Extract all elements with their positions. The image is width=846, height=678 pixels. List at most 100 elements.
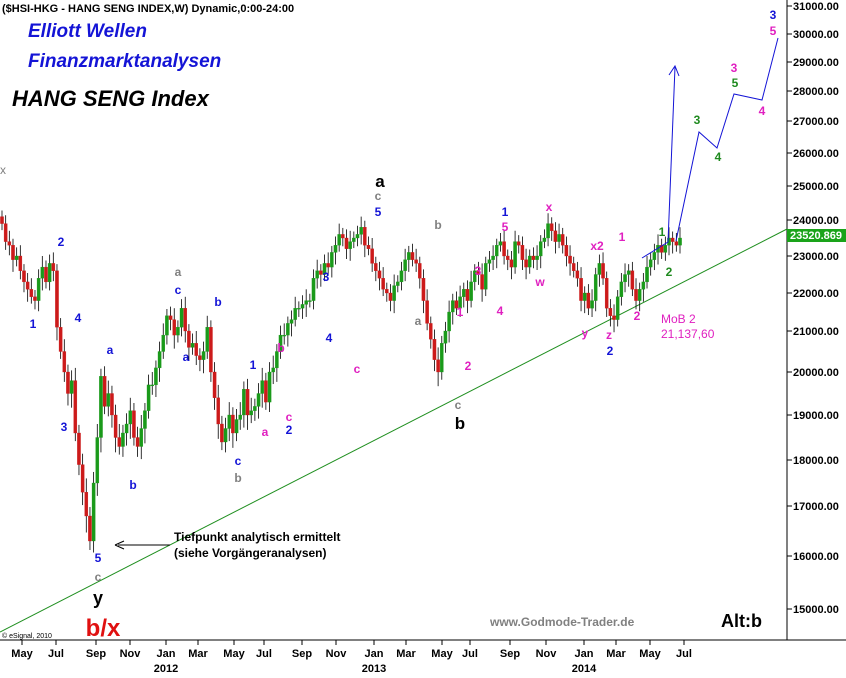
wave-label-a: a xyxy=(107,343,114,357)
candle-body xyxy=(286,323,290,336)
candle-body xyxy=(674,241,679,246)
x-tick-label: Jul xyxy=(256,648,272,660)
candle-body xyxy=(535,255,539,260)
candle-body xyxy=(304,300,308,305)
x-tick-label: Jan xyxy=(157,648,176,660)
x-tick-label: Jul xyxy=(48,648,64,660)
candle-body xyxy=(143,410,147,429)
x-tick-label: Sep xyxy=(500,648,520,660)
candle-body xyxy=(234,419,239,434)
candle-body xyxy=(549,223,554,231)
candle-body xyxy=(579,278,583,301)
x-tick-label: Jan xyxy=(365,648,384,660)
alt-label: Alt:b xyxy=(721,611,762,631)
x-year-label: 2013 xyxy=(362,663,386,675)
candle-body xyxy=(333,245,338,253)
candle-body xyxy=(150,384,155,387)
wave-label-1: 1 xyxy=(659,225,666,239)
candle-body xyxy=(469,281,473,301)
projection-path-2 xyxy=(675,37,779,242)
projection-paths xyxy=(641,37,779,259)
candle-body xyxy=(187,330,191,348)
candle-body xyxy=(447,311,451,332)
candle-body xyxy=(604,278,609,309)
candle-body xyxy=(568,255,572,264)
candle-body xyxy=(289,319,294,324)
x-axis-ticks: May Jul Sep Nov Jan 2012 Mar May Jul Sep Nov Jan 201… xyxy=(11,640,692,675)
wave-label-x: x xyxy=(546,200,553,214)
candle-body xyxy=(480,274,484,290)
candle-body xyxy=(300,304,305,309)
candle-body xyxy=(146,384,151,411)
candle-body xyxy=(264,380,268,403)
wave-label-b: b xyxy=(434,218,441,232)
candle-body xyxy=(95,437,100,484)
candle-body xyxy=(154,367,158,386)
candle-body xyxy=(242,389,246,416)
candle-body xyxy=(667,237,671,246)
y-axis-ticks: 15000.00 16000.00 17000.00 18000.00 19000.00… xyxy=(787,1,839,616)
x-tick-label: Mar xyxy=(188,648,208,660)
candle-body xyxy=(80,464,85,493)
candle-body xyxy=(319,270,323,275)
candle-body xyxy=(47,263,52,283)
candle-body xyxy=(102,376,107,407)
candle-body xyxy=(641,281,646,290)
candle-body xyxy=(557,234,561,242)
candle-body xyxy=(341,234,345,239)
candle-body xyxy=(396,281,400,286)
candle-body xyxy=(432,339,437,360)
candle-body xyxy=(593,274,598,301)
candle-body xyxy=(209,327,213,373)
candle-body xyxy=(157,351,162,369)
candle-body xyxy=(190,343,195,348)
candle-body xyxy=(425,300,429,324)
x-tick-label: Jul xyxy=(462,648,478,660)
wave-label-x2: x2 xyxy=(590,239,604,253)
projection-path-1 xyxy=(641,66,676,259)
candle-body xyxy=(198,355,202,360)
wave-label-y: y xyxy=(582,326,589,340)
y-tick-label: 16000.00 xyxy=(793,551,839,563)
brand-line-1: Elliott Wellen xyxy=(28,21,147,42)
wave-label-b-x: b/x xyxy=(86,615,121,642)
x-tick-label: Nov xyxy=(536,648,558,660)
candle-body xyxy=(293,308,297,320)
candle-body xyxy=(330,252,334,268)
candle-body xyxy=(619,281,624,297)
candle-body xyxy=(615,296,620,320)
mob-note-1: MoB 2 xyxy=(661,312,696,326)
candle-body xyxy=(623,274,627,283)
candle-body xyxy=(612,315,616,320)
wave-label-3: 3 xyxy=(770,8,777,22)
wave-label-1: 1 xyxy=(502,205,509,219)
wave-label-c: c xyxy=(455,398,462,412)
wave-label-2: 2 xyxy=(286,423,293,437)
candle-body xyxy=(212,371,217,398)
candle-body xyxy=(322,263,327,275)
candle-body xyxy=(560,234,565,246)
x-mark: x xyxy=(0,163,6,177)
candle-body xyxy=(571,263,576,271)
wave-label-1: 1 xyxy=(250,358,257,372)
y-tick-label: 26000.00 xyxy=(793,148,839,160)
wave-label-3: 3 xyxy=(694,113,701,127)
candle-body xyxy=(40,266,45,279)
wave-label-4: 4 xyxy=(75,311,82,325)
candle-body xyxy=(498,241,503,246)
candle-body xyxy=(249,410,253,416)
wave-label-c: c xyxy=(375,189,382,203)
y-tick-label: 31000.00 xyxy=(793,1,839,13)
candle-body xyxy=(678,237,682,246)
candle-body xyxy=(223,428,228,443)
wave-label-c: c xyxy=(286,410,293,424)
candle-body xyxy=(172,319,176,336)
candle-body xyxy=(201,351,206,360)
wave-label-2: 2 xyxy=(666,265,673,279)
wave-label-5: 5 xyxy=(732,76,739,90)
candle-body xyxy=(25,281,30,290)
wave-label-b: b xyxy=(455,414,465,433)
candle-body xyxy=(176,327,180,336)
candle-body xyxy=(538,241,543,257)
wave-label-a: a xyxy=(183,350,190,364)
